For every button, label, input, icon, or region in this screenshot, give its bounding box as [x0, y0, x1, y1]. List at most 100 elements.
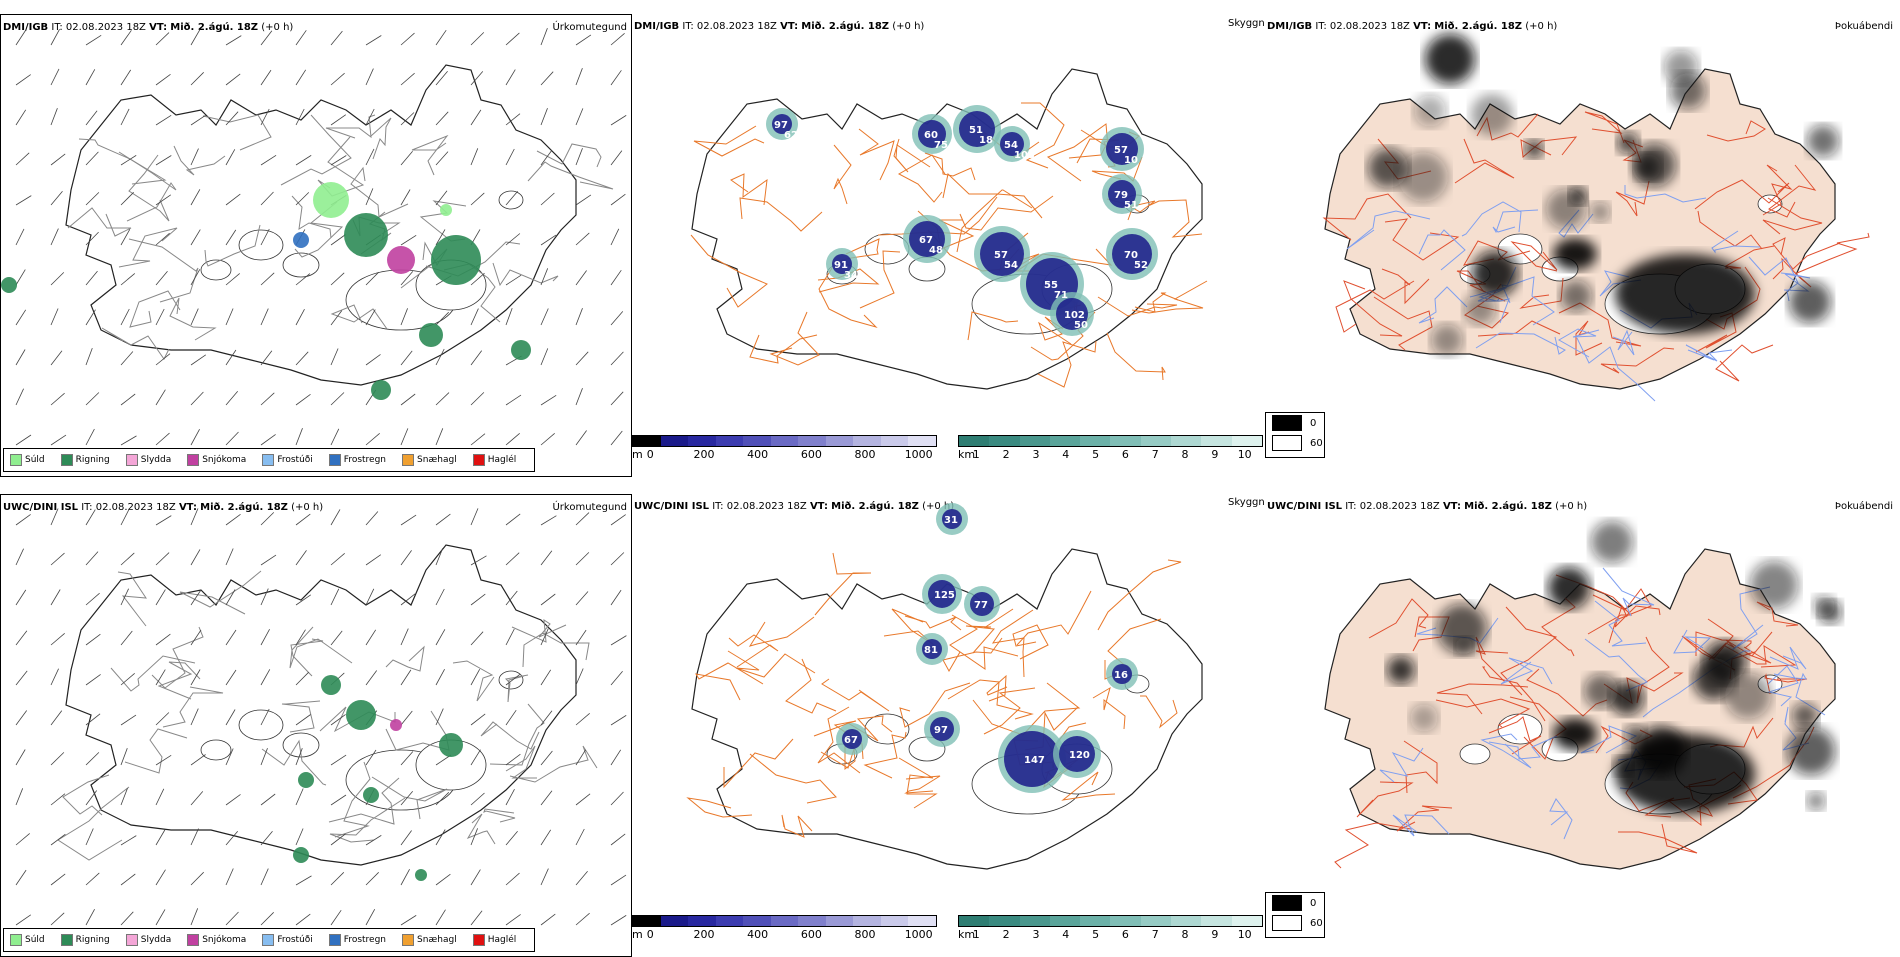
colorbar-segment — [770, 916, 799, 926]
wind-barb — [260, 708, 270, 726]
wind-barb — [365, 354, 381, 366]
wind-barb — [15, 869, 27, 886]
wind-barb — [575, 793, 591, 806]
panel-title: UWC/DINI ISL IT: 02.08.2023 18Z VT: Mið.… — [1267, 501, 1588, 512]
wind-barb — [505, 673, 521, 686]
wind-barb — [225, 831, 239, 846]
road-line — [956, 189, 1033, 253]
glacier-outline — [282, 252, 320, 278]
colorbar-segment — [798, 916, 826, 926]
colorbar-segment — [770, 436, 799, 446]
wind-barb — [155, 829, 166, 846]
wind-barb — [85, 309, 96, 326]
colorbar-tick-label: 400 — [747, 448, 769, 461]
road-line — [728, 634, 779, 668]
wind-barb — [15, 749, 26, 766]
road-line — [769, 311, 820, 366]
wind-barb — [540, 669, 552, 686]
colorbar-segment — [743, 916, 771, 926]
fog-cell — [1437, 604, 1487, 654]
road-line — [1384, 218, 1460, 261]
wind-barb — [295, 273, 311, 286]
wind-barb — [330, 234, 346, 246]
road-line — [817, 268, 880, 293]
wind-barb — [435, 229, 446, 246]
road-line — [1131, 280, 1208, 314]
visibility-value-label: 91 — [834, 260, 848, 271]
visibility-value-label: 54 — [1004, 140, 1018, 151]
wind-barb — [50, 508, 59, 526]
legend-label: Frostregn — [343, 935, 387, 945]
cloudbase-legend-row: 60 — [1266, 913, 1324, 933]
colorbar-tick-label: 5 — [1092, 928, 1100, 941]
wind-barb — [260, 588, 269, 606]
road-line — [695, 662, 764, 701]
road-line — [1392, 814, 1450, 837]
road-line — [480, 721, 540, 750]
visibility-value-label: 55 — [1044, 280, 1058, 291]
wind-barb — [505, 69, 516, 86]
wind-barb — [330, 509, 341, 526]
colorbar-segment — [908, 436, 937, 446]
visibility-value-label: 51 — [1124, 200, 1138, 211]
visibility-value-label: 34 — [844, 270, 858, 281]
wind-barb — [330, 714, 346, 726]
road-line — [942, 637, 1003, 673]
colorbar-tick-label: 4 — [1062, 448, 1070, 461]
wind-barb — [120, 873, 136, 886]
road-line — [1576, 337, 1656, 402]
road-line — [62, 774, 110, 816]
road-line — [1697, 210, 1763, 250]
colorbar-segment — [1080, 436, 1111, 446]
wind-barb — [225, 669, 237, 686]
colorbar-tick-label: 1000 — [904, 928, 933, 941]
wind-barb — [155, 232, 170, 246]
legend-label: Slydda — [140, 455, 172, 465]
visibility-colorbar-km: km 1 2 3 4 5 6 7 8 9 10 — [958, 915, 1263, 945]
visibility-value-label: 75 — [934, 140, 948, 151]
wind-barb — [295, 351, 309, 366]
road-line — [863, 731, 907, 779]
fog-cell — [1670, 73, 1706, 109]
wind-barb — [610, 311, 624, 326]
wind-barb — [225, 35, 242, 46]
wind-barb — [190, 229, 201, 246]
precip-cell — [440, 204, 452, 216]
wind-barb — [575, 68, 583, 86]
wind-barb — [505, 307, 513, 326]
fog-cell — [1807, 125, 1839, 157]
road-line — [847, 715, 893, 742]
wind-barb — [330, 794, 347, 806]
wind-barb — [190, 589, 202, 606]
precip-legend-item: Rigning — [60, 934, 110, 946]
wind-barb — [435, 190, 448, 206]
wind-barb — [470, 433, 486, 446]
fog-cell — [1560, 280, 1592, 312]
wind-barb — [505, 394, 522, 406]
road-line — [1021, 102, 1065, 169]
road-line — [509, 745, 598, 783]
panel-variable: Þokuábendi — [1834, 21, 1893, 32]
visibility-value-label: 57 — [994, 250, 1008, 261]
road-line — [129, 290, 181, 328]
wind-barb — [295, 309, 305, 326]
legend-swatch — [402, 454, 415, 466]
wind-barb — [295, 875, 312, 886]
wind-barb — [470, 508, 479, 526]
visibility-value-label: 10 — [1124, 155, 1138, 166]
road-line — [859, 250, 901, 309]
visibility-value-label: 16 — [1114, 670, 1128, 681]
wind-barb — [400, 234, 417, 246]
road-line — [536, 143, 602, 168]
precip-legend: Súld Rigning Slydda Snjókoma Frostúði Frostre… — [3, 448, 536, 472]
wind-barb — [575, 232, 590, 246]
wind-barb — [575, 308, 583, 326]
coastline — [65, 64, 577, 386]
wind-barb — [225, 709, 236, 726]
wind-barb — [470, 148, 479, 166]
wind-barb — [540, 710, 553, 726]
road-line — [385, 645, 425, 672]
fog-cell — [1591, 521, 1633, 563]
road-line — [1492, 209, 1539, 234]
wind-barb — [260, 912, 274, 926]
